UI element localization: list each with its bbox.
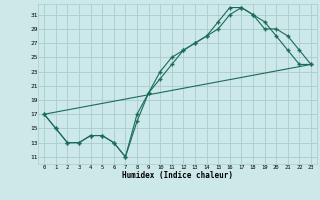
X-axis label: Humidex (Indice chaleur): Humidex (Indice chaleur) [122, 171, 233, 180]
